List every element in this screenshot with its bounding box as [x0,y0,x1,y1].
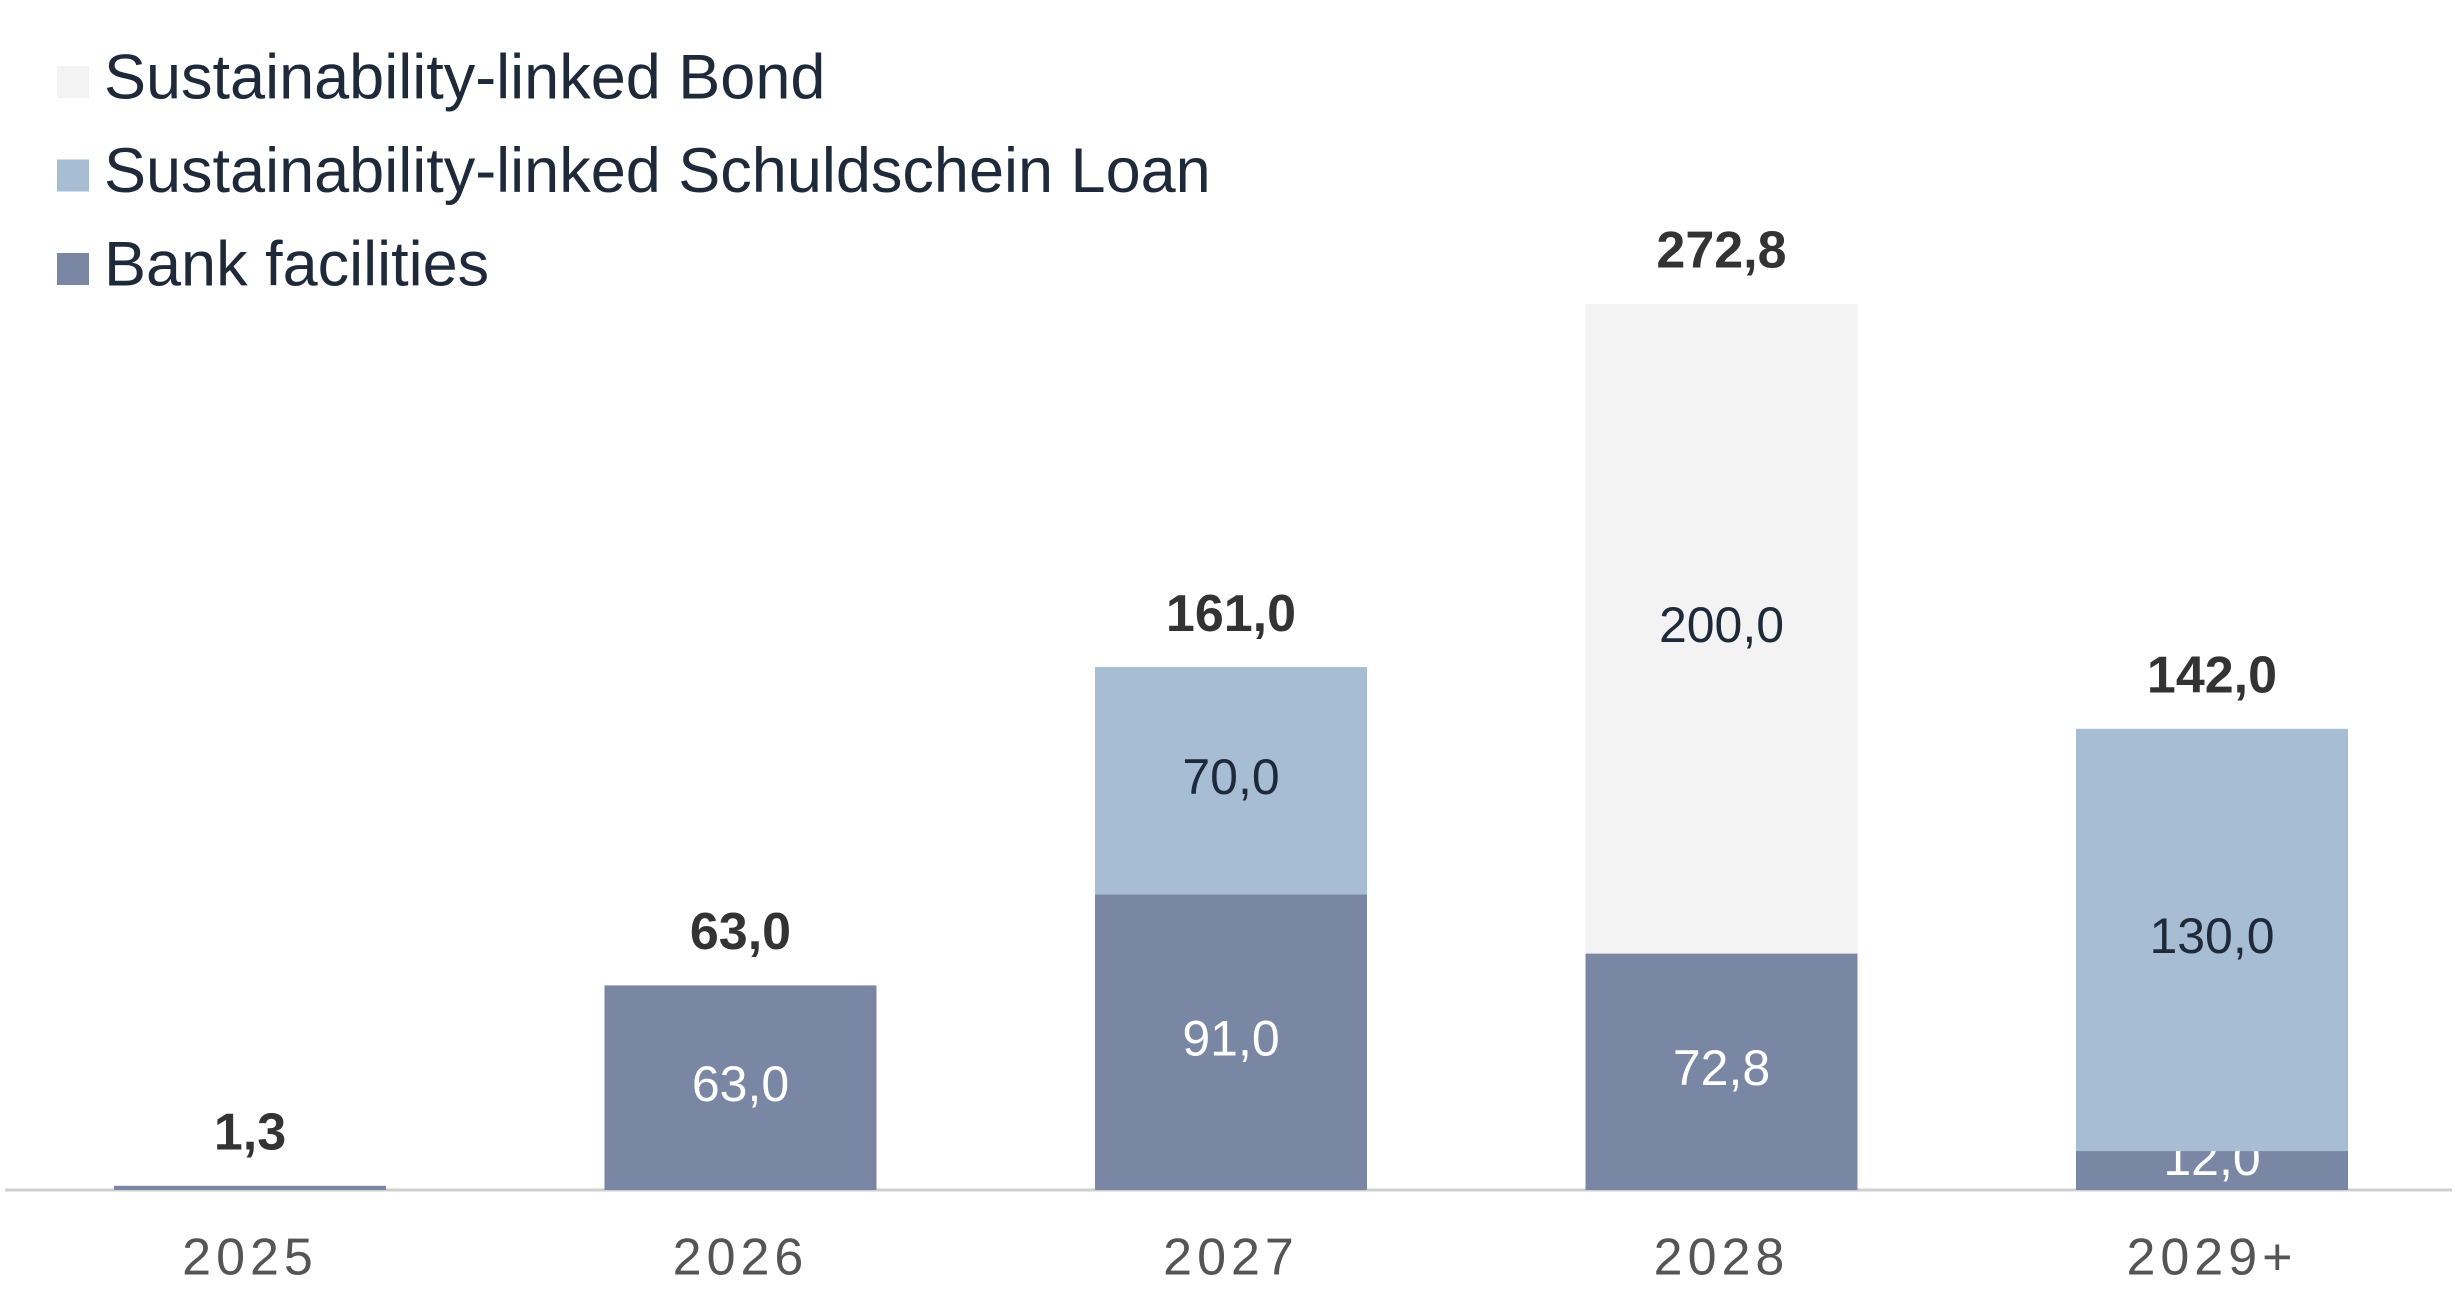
bar-segment [1585,304,1858,954]
x-tick-label: 2027 [1163,1229,1299,1287]
x-tick-label: 2025 [182,1229,318,1287]
total-label: 142,0 [2147,647,2277,705]
x-tick-label: 2028 [1654,1229,1790,1287]
bar-segment [114,1185,386,1190]
segment-label: 91,0 [1182,1010,1279,1066]
total-label: 63,0 [690,903,791,961]
total-label: 161,0 [1166,585,1296,643]
bar-segment [1095,894,1367,1190]
total-label: 272,8 [1656,222,1786,280]
bar-segment [1095,667,1367,895]
legend-swatch [57,253,89,285]
legend-label: Sustainability-linked Schuldschein Loan [104,136,1211,206]
bar-segment [604,985,877,1190]
bar-segment [2076,728,2348,1152]
segment-label: 70,0 [1182,749,1279,805]
segment-label: 200,0 [1659,597,1784,653]
legend-label: Bank facilities [104,230,489,300]
legend-label: Sustainability-linked Bond [104,43,825,113]
total-label: 1,3 [214,1104,286,1162]
x-tick-label: 2026 [673,1229,809,1287]
segment-label: 72,8 [1673,1040,1770,1096]
x-tick-label: 2029+ [2126,1229,2297,1287]
bar-segment [2076,1151,2348,1190]
legend-swatch [57,159,89,192]
segment-label: 130,0 [2149,908,2274,964]
segment-label: 63,0 [692,1056,789,1112]
bar-segment [1585,953,1858,1190]
legend-swatch [57,66,89,98]
